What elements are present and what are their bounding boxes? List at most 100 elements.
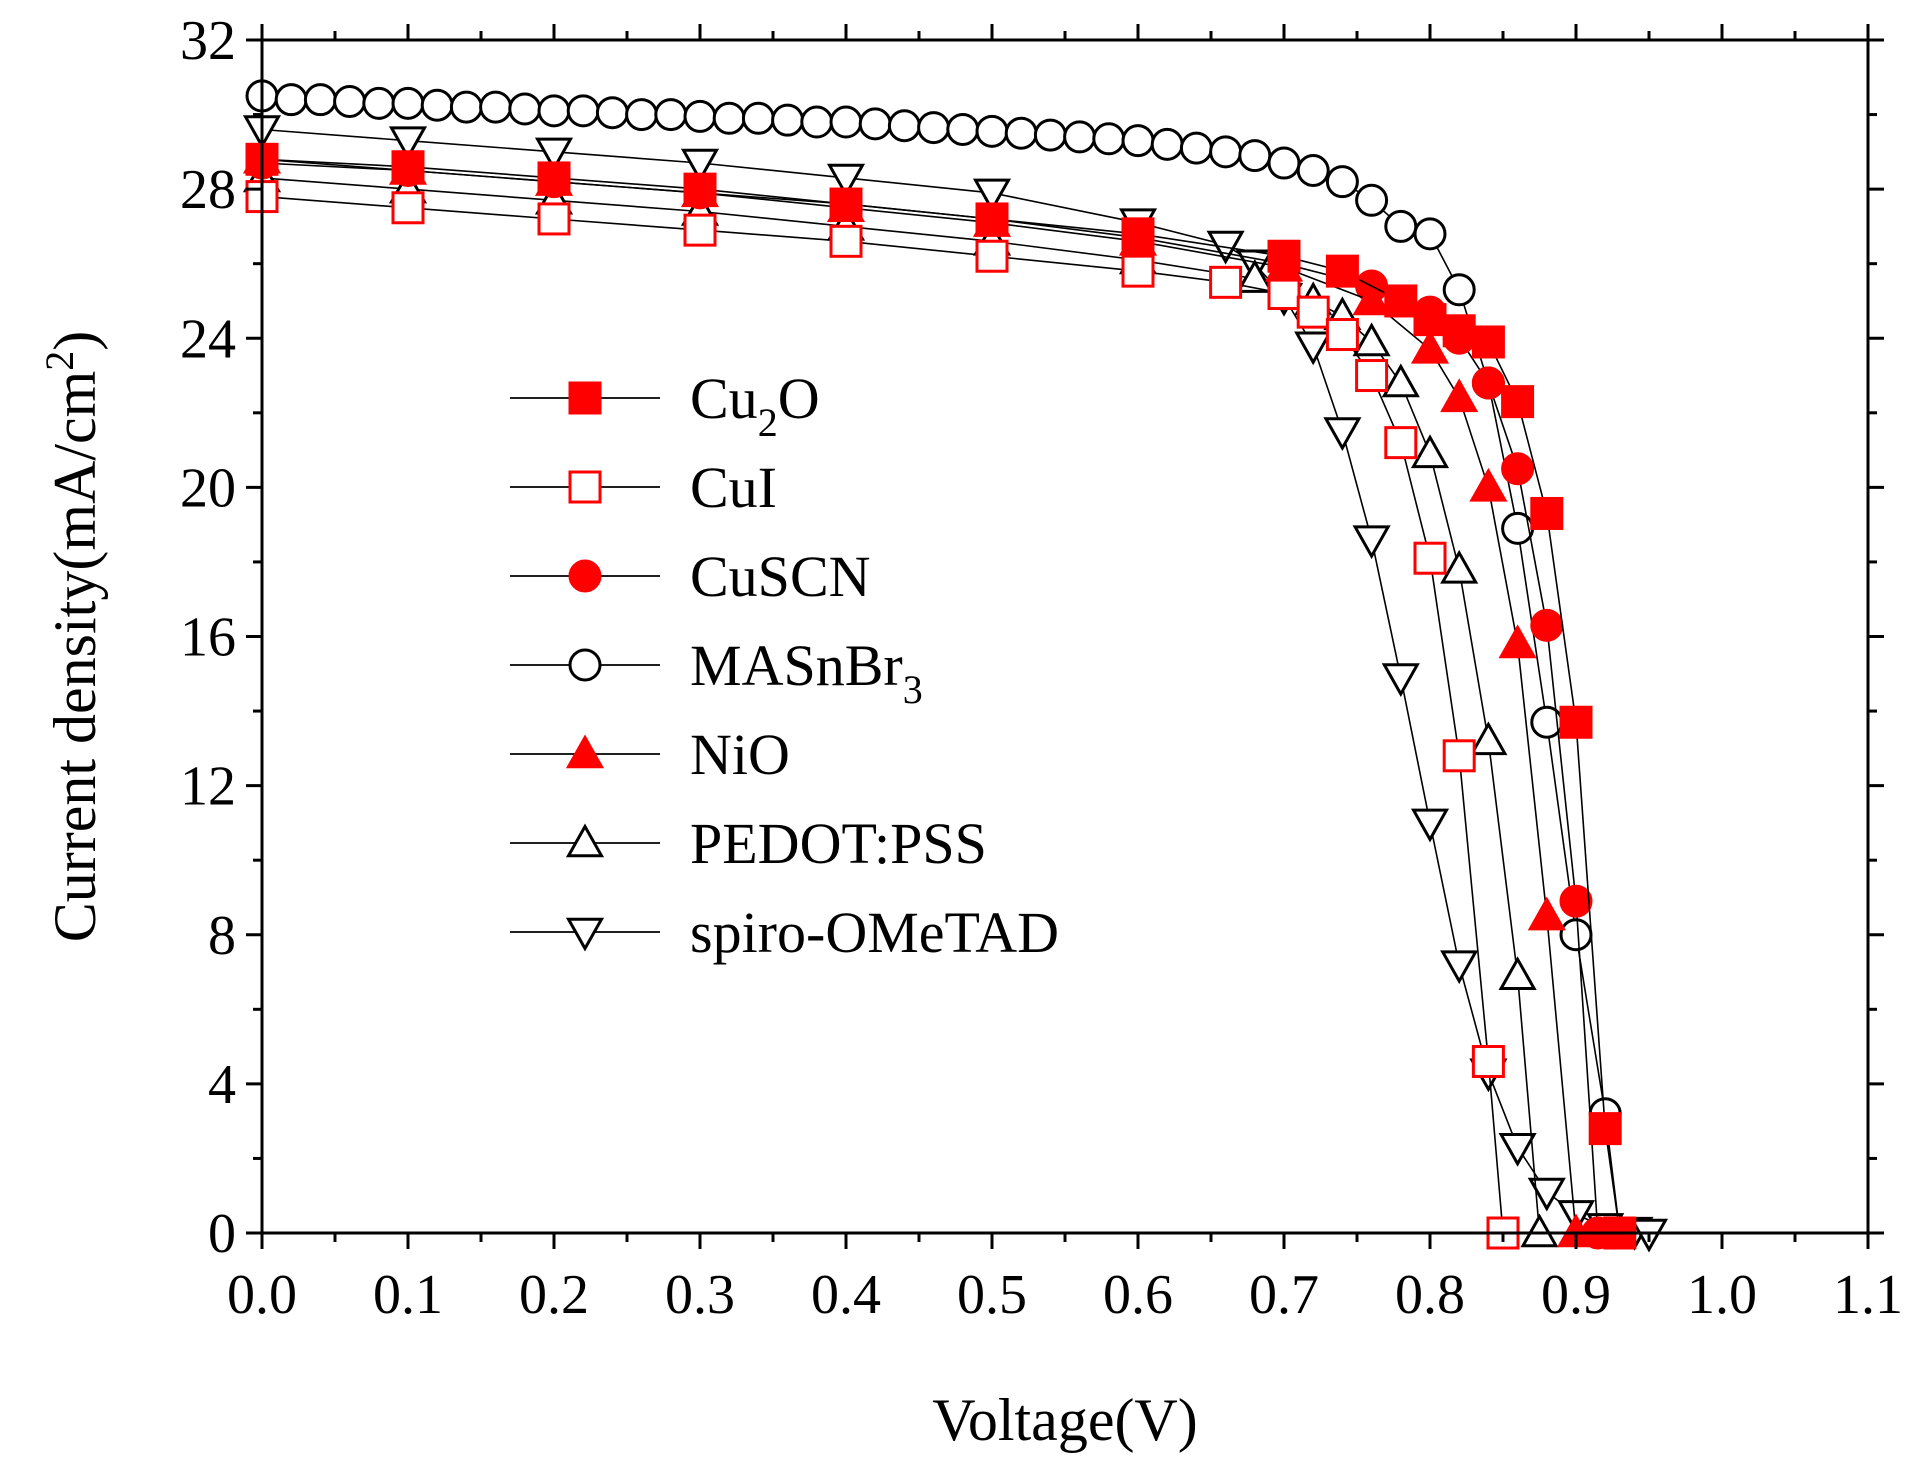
- data-point: [537, 94, 571, 128]
- data-point: [1410, 329, 1450, 364]
- data-point: [391, 86, 425, 120]
- y-tick-label: 16: [180, 607, 236, 669]
- legend-item: spiro-OMeTAD: [510, 900, 1059, 965]
- data-point: [1209, 265, 1243, 299]
- data-point: [1471, 1045, 1505, 1079]
- legend-item: MASnBr3: [510, 633, 923, 712]
- legend-marker: [565, 734, 605, 769]
- data-point: [1179, 131, 1213, 165]
- x-tick-label: 1.0: [1687, 1264, 1757, 1326]
- series-line: [261, 158, 1621, 1234]
- data-point: [1440, 378, 1479, 413]
- legend-label: PEDOT:PSS: [690, 811, 987, 876]
- data-point: [388, 126, 428, 161]
- data-point: [1501, 452, 1535, 486]
- y-tick-label: 28: [180, 159, 236, 221]
- data-point: [1498, 624, 1537, 659]
- data-point: [1501, 385, 1535, 419]
- data-point: [1410, 434, 1450, 469]
- data-point: [858, 107, 892, 141]
- data-point: [1063, 120, 1097, 154]
- data-point: [1384, 209, 1418, 243]
- data-point: [829, 187, 863, 221]
- x-tick-label: 0.6: [1103, 1264, 1173, 1326]
- data-point: [1092, 122, 1126, 156]
- data-point: [1498, 1133, 1537, 1167]
- data-point: [1588, 1112, 1622, 1146]
- series-pedot-pss: [242, 158, 1559, 1248]
- legend: Cu2O CuI CuSCN MASnBr3 NiO PEDOT:PSS spiro-OMe…: [510, 366, 1059, 965]
- data-point: [1352, 525, 1391, 560]
- data-point: [1121, 124, 1155, 158]
- data-point: [1325, 254, 1359, 288]
- data-point: [1296, 295, 1330, 329]
- data-point: [1381, 363, 1420, 398]
- legend-marker: [565, 917, 605, 952]
- data-point: [972, 178, 1012, 213]
- legend-marker: [568, 381, 602, 415]
- legend-marker: [568, 559, 602, 593]
- data-point: [829, 105, 863, 139]
- x-tick-label: 0.4: [811, 1264, 881, 1326]
- data-point: [595, 96, 629, 130]
- data-point: [741, 101, 775, 135]
- data-point: [1413, 541, 1447, 575]
- data-point: [391, 191, 425, 225]
- data-point: [303, 83, 337, 117]
- data-point: [1267, 277, 1301, 311]
- data-point: [1294, 331, 1333, 366]
- data-point: [1471, 325, 1505, 359]
- legend-item: NiO: [510, 722, 790, 787]
- data-point: [1325, 165, 1359, 199]
- data-point: [1381, 663, 1420, 698]
- data-point: [1469, 467, 1508, 502]
- series-spiro-ometad: [242, 115, 1669, 1253]
- data-point: [1530, 496, 1564, 530]
- data-point: [479, 90, 513, 124]
- plot-frame: [260, 38, 1870, 1235]
- data-point: [1410, 808, 1450, 843]
- data-point: [1471, 366, 1505, 400]
- x-tick-label: 0.9: [1541, 1264, 1611, 1326]
- data-point: [1413, 303, 1447, 337]
- data-point: [712, 101, 746, 135]
- legend-label: spiro-OMeTAD: [690, 900, 1059, 965]
- data-point: [333, 85, 367, 119]
- data-point: [1440, 549, 1479, 584]
- data-point: [1442, 739, 1476, 773]
- data-point: [1004, 116, 1038, 150]
- data-point: [1520, 1213, 1559, 1248]
- series-cui: [245, 180, 1520, 1250]
- data-point: [1355, 183, 1389, 217]
- data-point: [420, 88, 454, 122]
- data-point: [1352, 322, 1391, 357]
- data-point: [1530, 608, 1564, 642]
- data-point: [975, 239, 1009, 273]
- legend-item: CuI: [510, 455, 777, 520]
- data-point: [1559, 884, 1593, 918]
- legend-label: MASnBr3: [690, 633, 923, 712]
- x-tick-label: 0.5: [957, 1264, 1027, 1326]
- data-point: [1413, 217, 1447, 251]
- data-point: [566, 94, 600, 128]
- y-tick-label: 8: [208, 905, 236, 967]
- data-point: [829, 224, 863, 258]
- x-tick-label: 0.3: [665, 1264, 735, 1326]
- y-axis-title: Current density(mA/cm2): [37, 331, 108, 943]
- x-tick-label: 0.7: [1249, 1264, 1319, 1326]
- legend-marker: [568, 648, 602, 682]
- x-tick-label: 0.0: [227, 1264, 297, 1326]
- legend-label: CuSCN: [690, 544, 871, 609]
- data-point: [1469, 721, 1508, 756]
- data-point: [771, 103, 805, 137]
- data-point: [1559, 705, 1593, 739]
- data-point: [975, 202, 1009, 236]
- data-point: [449, 90, 483, 124]
- legend-item: CuSCN: [510, 544, 871, 609]
- legend-item: PEDOT:PSS: [510, 811, 987, 876]
- data-point: [1527, 1177, 1566, 1212]
- legend-label: NiO: [690, 722, 790, 787]
- data-point: [391, 150, 425, 184]
- legend-label: CuI: [690, 455, 777, 520]
